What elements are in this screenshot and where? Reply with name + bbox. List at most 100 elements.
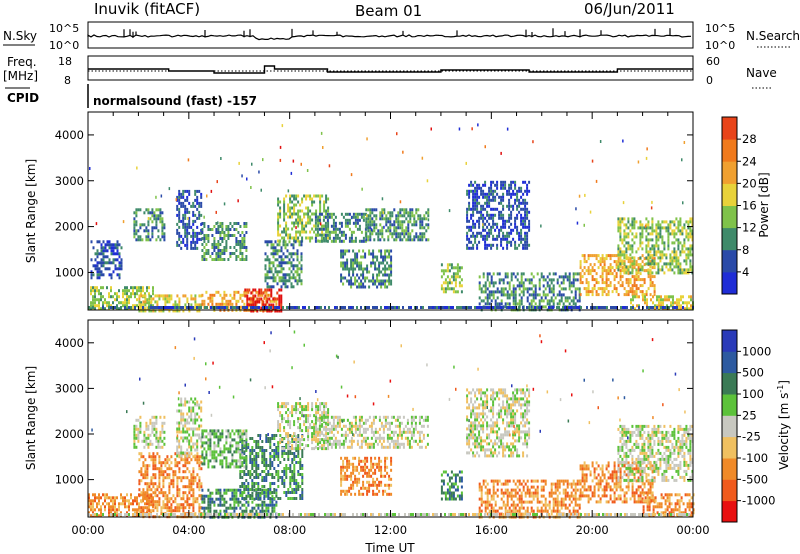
echo-cell: [522, 306, 524, 309]
echo-cell: [362, 239, 365, 243]
echo-cell: [291, 458, 294, 461]
echo-cell: [194, 243, 197, 247]
echo-cell: [500, 302, 503, 306]
echo-cell: [168, 476, 171, 480]
echo-cell: [124, 499, 126, 503]
echo-cell: [550, 290, 553, 294]
echo-cell: [251, 452, 254, 455]
echo-cell: [135, 238, 138, 242]
echo-cell: [631, 238, 634, 242]
echo-cell: [198, 189, 201, 193]
echo-cell: [512, 272, 515, 276]
echo-cell: [215, 231, 218, 234]
echo-cell: [629, 278, 632, 282]
echo-cell: [524, 189, 527, 193]
echo-cell: [305, 206, 308, 210]
echo-cell: [570, 284, 573, 288]
echo-cell: [488, 234, 491, 238]
echo-cell: [325, 236, 328, 240]
echo-cell: [264, 273, 267, 277]
echo-cell: [277, 230, 280, 234]
echo-cell: [235, 497, 238, 501]
echo-cell: [378, 282, 381, 286]
echo-cell: [326, 233, 329, 237]
echo-cell: [243, 222, 246, 225]
echo-cell: [268, 309, 271, 313]
echo-cell: [140, 509, 143, 513]
echo-cell: [116, 496, 118, 500]
echo-cell: [659, 256, 662, 260]
echo-cell: [524, 246, 527, 250]
echo-cell: [593, 263, 596, 267]
echo-cell: [385, 220, 388, 224]
echo-cell: [188, 506, 191, 510]
echo-cell: [96, 261, 99, 265]
echo-cell: [587, 287, 590, 291]
echo-cell: [243, 491, 246, 494]
echo-cell: [201, 302, 204, 306]
echo-cell: [356, 215, 359, 219]
echo-cell: [637, 263, 640, 267]
echo-cell: [470, 213, 473, 217]
echo-cell: [270, 246, 273, 250]
echo-cell: [522, 207, 525, 211]
echo-cell: [148, 286, 150, 290]
echo-cell: [641, 229, 644, 233]
echo-cell: [198, 467, 201, 471]
echo-cell: [221, 225, 224, 228]
echo-cell: [170, 467, 173, 471]
echo-cell: [645, 226, 648, 230]
echo-cell: [245, 258, 248, 261]
echo-cell: [273, 509, 276, 513]
echo-cell: [126, 499, 128, 503]
echo-cell: [661, 220, 664, 224]
echo-cell: [494, 198, 497, 202]
echo-cell: [348, 273, 351, 277]
echo-cell: [486, 243, 489, 247]
echo-cell: [90, 304, 92, 308]
echo-cell: [375, 208, 378, 212]
echo-cell: [203, 237, 206, 240]
echo-cell: [231, 488, 234, 492]
echo-cell: [403, 232, 406, 236]
echo-cell: [251, 488, 254, 491]
echo-cell: [282, 240, 285, 244]
echo-cell: [215, 246, 218, 249]
echo-cell: [108, 292, 110, 296]
echo-cell: [388, 282, 391, 286]
echo-cell: [283, 215, 286, 219]
echo-cell: [518, 210, 521, 214]
echo-cell: [134, 286, 136, 290]
echo-cell: [552, 299, 555, 303]
echo-cell: [334, 224, 337, 228]
echo-cell: [591, 278, 594, 282]
echo-cell: [508, 296, 511, 300]
echo-cell: [542, 284, 545, 288]
echo-cell: [625, 256, 628, 260]
echo-cell: [277, 470, 280, 473]
echo-cell: [492, 243, 495, 247]
echo-cell: [378, 273, 381, 277]
echo-cell: [646, 301, 648, 305]
echo-cell: [468, 201, 471, 205]
echo-cell: [102, 306, 104, 309]
echo-cell: [466, 243, 469, 247]
echo-cell: [229, 246, 232, 249]
echo-cell: [162, 294, 165, 298]
echo-cell: [207, 237, 210, 240]
echo-cell: [280, 249, 283, 253]
echo-cell: [450, 281, 453, 285]
echo-cell: [510, 243, 513, 247]
echo-cell: [280, 264, 283, 268]
echo-cell: [98, 289, 100, 293]
echo-speckle: [427, 218, 430, 222]
echo-cell: [245, 488, 248, 491]
echo-cell: [299, 233, 302, 237]
echo-cell: [299, 230, 302, 234]
echo-cell: [106, 493, 108, 497]
echo-cell: [256, 300, 259, 304]
echo-cell: [474, 207, 477, 211]
echo-cell: [290, 252, 293, 256]
echo-cell: [200, 195, 203, 199]
